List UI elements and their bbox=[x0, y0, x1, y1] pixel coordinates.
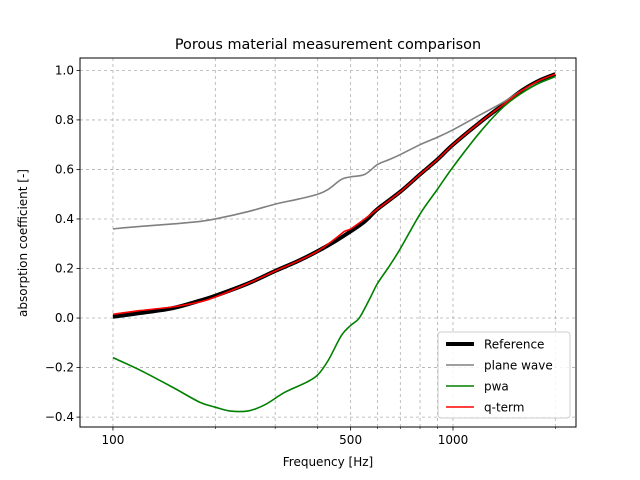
y-tick-label: −0.4 bbox=[45, 410, 74, 424]
axis-ticks: 100 500 1000 −0.4 −0.2 0.0 0.2 0.4 0.6 0.8 1.0 bbox=[45, 63, 556, 447]
series-lines bbox=[112, 72, 557, 413]
y-tick-label: 0.8 bbox=[55, 113, 74, 127]
legend-label-plane-wave: plane wave bbox=[484, 359, 553, 373]
legend: Reference plane wave pwa q-term bbox=[437, 331, 571, 419]
plot-frame bbox=[79, 57, 577, 428]
y-tick-label: 0.4 bbox=[55, 212, 74, 226]
series-line-q-term bbox=[112, 73, 556, 316]
x-axis-label: Frequency [Hz] bbox=[283, 455, 374, 469]
legend-label-reference: Reference bbox=[484, 338, 544, 352]
y-tick-label: 1.0 bbox=[55, 63, 74, 77]
y-tick-label: 0.2 bbox=[55, 262, 74, 276]
legend-label-pwa: pwa bbox=[484, 380, 509, 394]
chart-title: Porous material measurement comparison bbox=[175, 37, 481, 53]
legend-label-q-term: q-term bbox=[484, 401, 524, 415]
legend-box bbox=[437, 331, 571, 419]
x-tick-label: 1000 bbox=[438, 433, 469, 447]
y-tick-label: 0.6 bbox=[55, 162, 74, 176]
series-line-pwa bbox=[112, 75, 556, 413]
y-tick-label: 0.0 bbox=[55, 311, 74, 325]
x-tick-label: 100 bbox=[102, 433, 125, 447]
y-tick-label: −0.2 bbox=[45, 361, 74, 375]
x-tick-label: 500 bbox=[339, 433, 362, 447]
y-axis-label: absorption coefficient [-] bbox=[16, 169, 30, 317]
series-line-plane-wave bbox=[112, 75, 556, 230]
